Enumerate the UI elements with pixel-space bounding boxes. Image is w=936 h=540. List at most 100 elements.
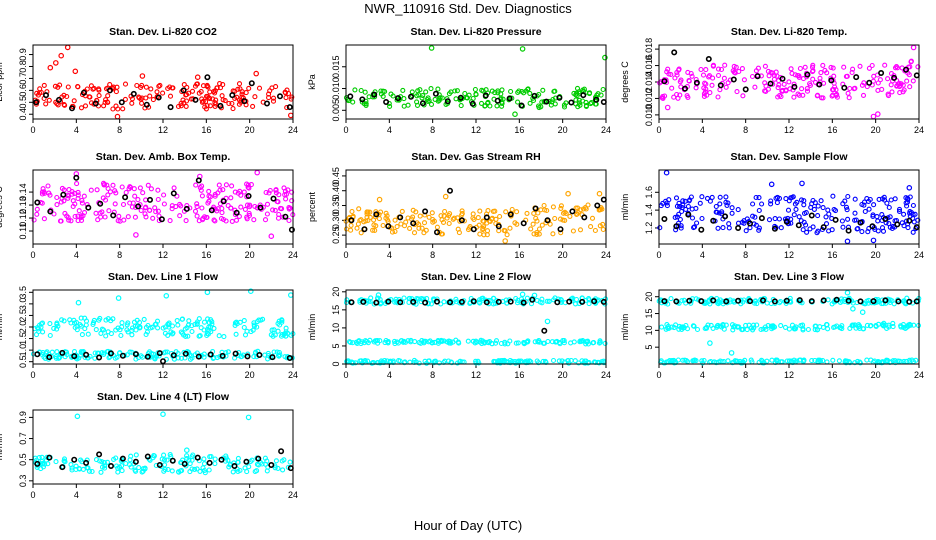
data-point: [442, 208, 448, 215]
hourly-point: [580, 92, 587, 99]
data-point: [896, 208, 903, 214]
data-point: [546, 98, 552, 104]
data-point: [102, 214, 108, 220]
data-point: [119, 320, 125, 326]
data-point: [776, 82, 782, 88]
data-point: [583, 103, 589, 109]
hourly-point: [771, 298, 778, 305]
data-point: [364, 214, 370, 220]
data-point: [699, 358, 705, 364]
x-tick-label: 16: [827, 250, 837, 260]
y-axis-label: Licor ppm: [0, 62, 4, 102]
plot-frame: [658, 289, 920, 365]
y-tick-label: 0.7: [18, 432, 28, 445]
data-point: [178, 203, 184, 209]
data-point: [205, 316, 211, 322]
series-all: [657, 169, 921, 245]
data-point: [809, 358, 815, 364]
data-point: [79, 332, 85, 338]
data-point: [755, 65, 761, 71]
data-point: [572, 358, 578, 364]
data-point: [239, 91, 245, 97]
hourly-point: [410, 298, 417, 305]
data-point: [275, 215, 282, 221]
data-point: [289, 355, 295, 361]
data-point: [794, 199, 800, 205]
data-point: [688, 70, 694, 77]
data-point: [248, 182, 254, 188]
data-point: [385, 339, 391, 345]
hourly-point: [410, 220, 417, 227]
hourly-point: [147, 196, 154, 203]
data-point: [228, 195, 234, 201]
data-point: [831, 324, 837, 330]
data-point: [874, 214, 880, 220]
data-point: [174, 318, 180, 324]
x-tick-label: 20: [558, 125, 568, 135]
data-point: [549, 99, 555, 105]
data-point: [286, 217, 292, 224]
data-point: [373, 209, 379, 215]
data-point: [580, 206, 587, 212]
data-point: [735, 207, 741, 213]
series-hourly: [347, 90, 607, 109]
hourly-point: [287, 465, 294, 472]
data-point: [600, 226, 606, 233]
data-point: [412, 339, 418, 345]
data-point: [346, 339, 353, 345]
data-point: [196, 90, 202, 96]
data-point: [401, 103, 407, 109]
chart-title: Stan. Dev. Li-820 Temp.: [731, 26, 847, 38]
data-point: [583, 99, 589, 105]
data-point: [771, 72, 777, 79]
data-point: [716, 210, 722, 216]
data-point: [823, 221, 830, 227]
data-point: [129, 204, 135, 210]
data-point: [892, 196, 898, 202]
hourly-point: [244, 353, 251, 360]
data-point: [194, 466, 200, 472]
hourly-point: [869, 223, 876, 230]
hourly-point: [43, 92, 50, 99]
data-point: [852, 217, 858, 223]
data-point: [725, 80, 731, 86]
data-point: [493, 338, 500, 344]
outlier-point: [707, 340, 713, 346]
hourly-point: [600, 196, 607, 203]
hourly-point: [591, 298, 598, 305]
hourly-point: [243, 458, 250, 465]
data-point: [796, 214, 802, 220]
data-point: [230, 469, 236, 475]
data-point: [105, 93, 111, 99]
data-point: [774, 73, 780, 79]
hourly-point: [119, 455, 126, 462]
data-point: [244, 214, 250, 220]
hourly-point: [108, 462, 115, 469]
chart-title: Stan. Dev. Line 2 Flow: [421, 271, 532, 283]
data-point: [46, 97, 52, 103]
data-point: [57, 218, 64, 224]
hourly-point: [194, 454, 201, 461]
data-point: [801, 219, 807, 225]
hourly-point: [108, 350, 115, 357]
data-point: [115, 106, 121, 112]
x-tick-label: 4: [74, 370, 79, 380]
outlier-point: [245, 414, 252, 421]
hourly-point: [232, 350, 239, 357]
hourly-point: [447, 187, 454, 194]
data-point: [680, 324, 686, 330]
x-tick-label: 0: [656, 125, 661, 135]
y-tick-label: 10: [331, 323, 341, 333]
hourly-point: [520, 299, 527, 306]
y-tick-label: 10: [644, 325, 654, 335]
data-point: [285, 90, 292, 97]
data-point: [428, 86, 434, 92]
x-tick-label: 4: [700, 370, 705, 380]
x-tick-label: 20: [558, 250, 568, 260]
data-point: [726, 225, 732, 231]
hourly-point: [118, 99, 125, 106]
hourly-point: [348, 217, 355, 224]
data-point: [824, 359, 830, 365]
outlier-point: [596, 190, 603, 197]
hourly-point: [832, 216, 839, 223]
